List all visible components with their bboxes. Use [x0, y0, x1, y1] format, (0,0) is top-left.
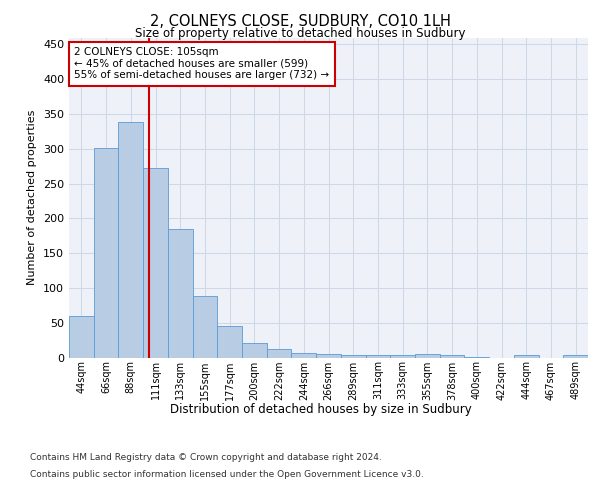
Text: Contains HM Land Registry data © Crown copyright and database right 2024.: Contains HM Land Registry data © Crown c… [30, 452, 382, 462]
Text: Contains public sector information licensed under the Open Government Licence v3: Contains public sector information licen… [30, 470, 424, 479]
Bar [464, 357, 489, 358]
Bar [365, 354, 390, 358]
Bar [143, 168, 168, 358]
Bar [193, 296, 217, 358]
Y-axis label: Number of detached properties: Number of detached properties [28, 110, 37, 285]
Bar [69, 316, 94, 358]
Bar [242, 343, 267, 357]
Bar [168, 229, 193, 358]
Bar [217, 326, 242, 358]
Bar [390, 354, 415, 358]
Bar [94, 148, 118, 358]
Bar [341, 356, 365, 358]
Bar [292, 352, 316, 358]
Bar [415, 354, 440, 358]
Bar [118, 122, 143, 358]
Text: 2 COLNEYS CLOSE: 105sqm
← 45% of detached houses are smaller (599)
55% of semi-d: 2 COLNEYS CLOSE: 105sqm ← 45% of detache… [74, 47, 329, 80]
Text: Size of property relative to detached houses in Sudbury: Size of property relative to detached ho… [135, 28, 465, 40]
Bar [440, 356, 464, 358]
Bar [267, 349, 292, 358]
Bar [514, 354, 539, 358]
Bar [316, 354, 341, 358]
Bar [563, 354, 588, 358]
Text: Distribution of detached houses by size in Sudbury: Distribution of detached houses by size … [170, 402, 472, 415]
Text: 2, COLNEYS CLOSE, SUDBURY, CO10 1LH: 2, COLNEYS CLOSE, SUDBURY, CO10 1LH [149, 14, 451, 29]
